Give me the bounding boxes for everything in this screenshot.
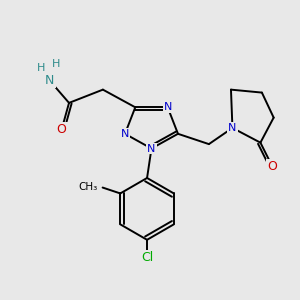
Text: Cl: Cl bbox=[141, 251, 153, 264]
Text: N: N bbox=[228, 123, 237, 133]
Text: N: N bbox=[164, 102, 172, 112]
Text: N: N bbox=[121, 129, 129, 139]
Text: N: N bbox=[147, 143, 156, 154]
Text: CH₃: CH₃ bbox=[78, 182, 97, 192]
Text: H: H bbox=[52, 59, 60, 69]
Text: O: O bbox=[57, 123, 67, 136]
Text: H: H bbox=[37, 63, 45, 73]
Text: N: N bbox=[45, 74, 55, 87]
Text: O: O bbox=[267, 160, 277, 173]
